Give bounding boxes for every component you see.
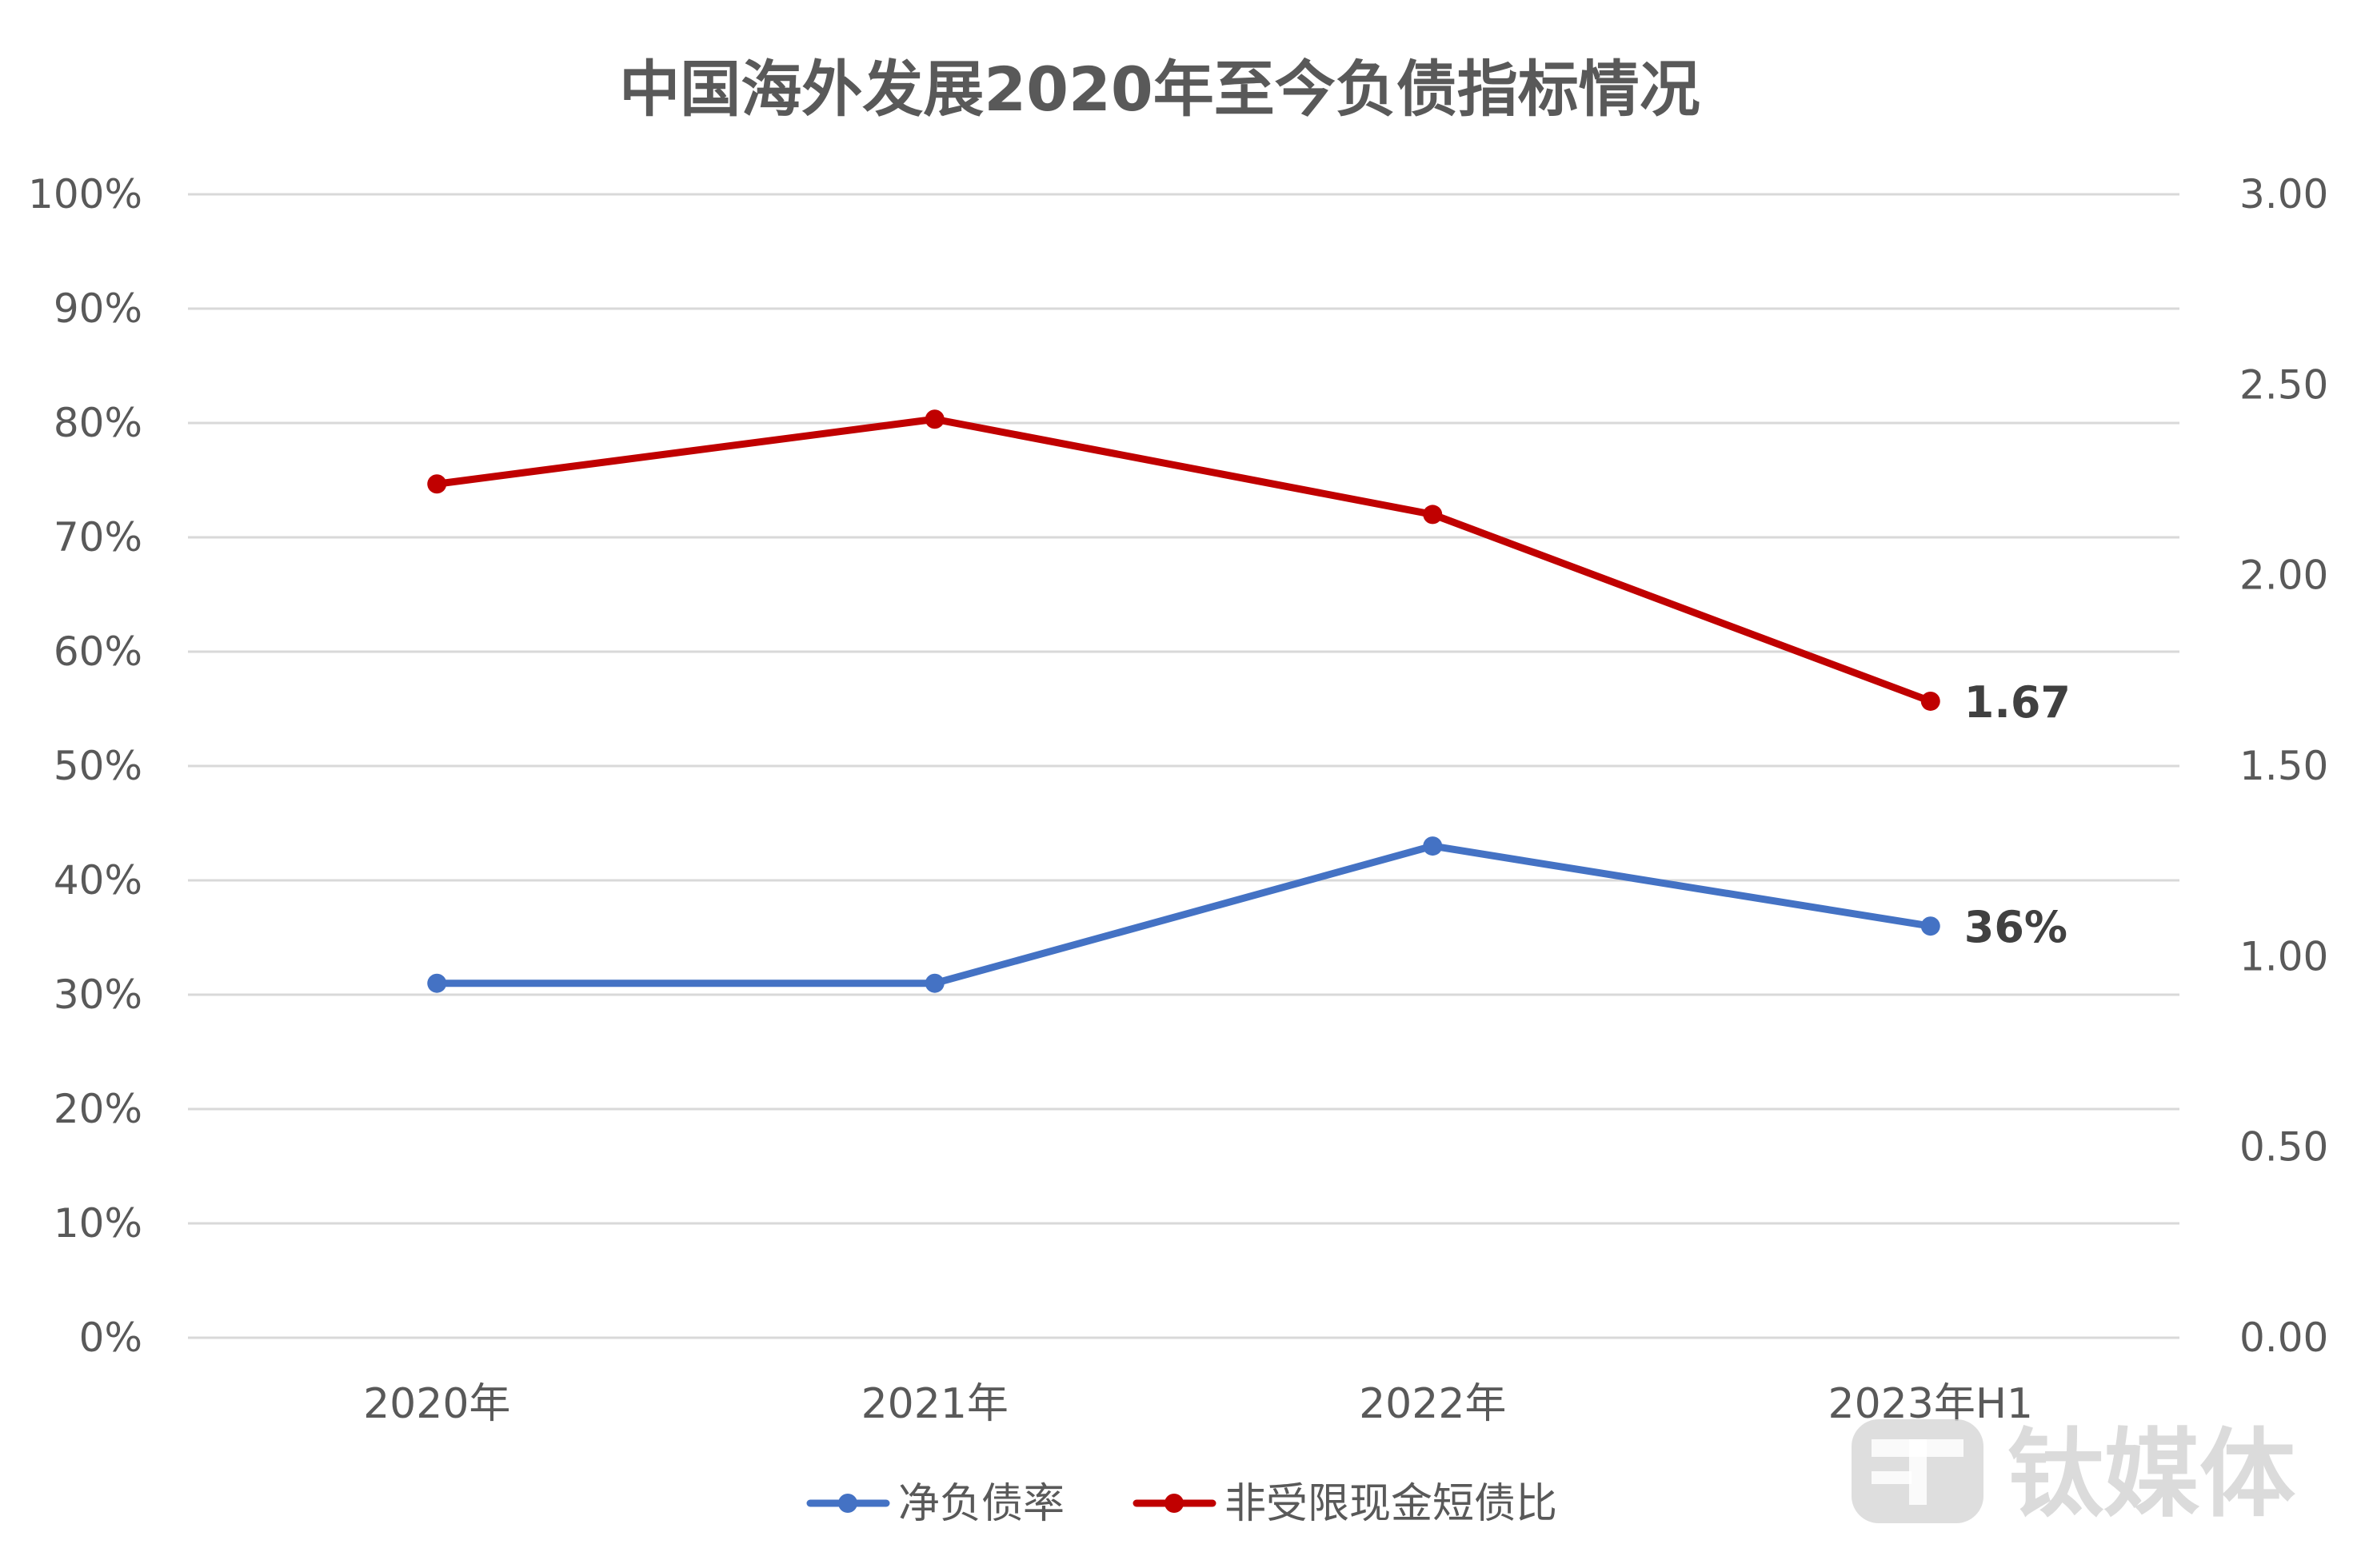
data-label: 36% — [1964, 902, 2067, 952]
right-tick-label: 3.00 — [2239, 171, 2328, 217]
x-tick-label: 2021年 — [861, 1380, 1009, 1428]
data-point — [427, 973, 447, 993]
watermark: 钛媒体 — [1852, 1419, 2295, 1530]
x-tick-label: 2022年 — [1359, 1380, 1506, 1428]
legend-marker — [1165, 1494, 1184, 1513]
chart-title: 中国海外发展2020年至今负债指标情况 — [619, 54, 1700, 125]
right-tick-label: 1.00 — [2239, 933, 2328, 980]
watermark-text: 钛媒体 — [2007, 1419, 2295, 1530]
tmt-logo-icon — [1852, 1419, 1983, 1523]
series-layer: 36% 1.67 — [427, 409, 2071, 993]
x-axis: 2020年 2021年 2022年 2023年H1 — [363, 1380, 2033, 1428]
left-tick-label: 100% — [28, 171, 142, 217]
data-point — [427, 474, 447, 494]
left-tick-label: 70% — [54, 514, 142, 561]
data-point — [1423, 505, 1443, 525]
data-point — [925, 409, 945, 429]
gridlines — [188, 193, 2179, 1339]
left-tick-label: 80% — [54, 400, 142, 446]
left-tick-label: 90% — [54, 285, 142, 332]
left-tick-label: 60% — [54, 628, 142, 675]
legend: 净负债率 非受限现金短债比 — [806, 1480, 1557, 1528]
legend-marker — [838, 1494, 857, 1513]
left-tick-label: 40% — [54, 857, 142, 904]
left-axis: 0% 10% 20% 30% 40% 50% 60% 70% 80% 90% 100% — [28, 171, 142, 1361]
right-tick-label: 2.50 — [2239, 361, 2328, 408]
data-point — [925, 973, 945, 993]
left-tick-label: 0% — [79, 1315, 142, 1361]
data-label: 1.67 — [1964, 677, 2071, 728]
series-line — [433, 415, 1935, 705]
x-tick-label: 2020年 — [363, 1380, 510, 1428]
right-tick-label: 1.50 — [2239, 743, 2328, 789]
left-tick-label: 20% — [54, 1086, 142, 1132]
data-point — [1920, 691, 1940, 711]
left-tick-label: 10% — [54, 1200, 142, 1247]
data-point — [1920, 916, 1940, 936]
right-tick-label: 0.00 — [2239, 1315, 2328, 1361]
data-point — [1423, 836, 1443, 856]
right-axis: 0.00 0.50 1.00 1.50 2.00 2.50 3.00 — [2239, 171, 2328, 1361]
right-tick-label: 2.00 — [2239, 553, 2328, 599]
series-line — [433, 842, 1935, 987]
left-tick-label: 30% — [54, 972, 142, 1018]
legend-label: 净负债率 — [898, 1480, 1065, 1528]
right-tick-label: 0.50 — [2239, 1124, 2328, 1171]
legend-label: 非受限现金短债比 — [1224, 1480, 1557, 1528]
left-tick-label: 50% — [54, 743, 142, 789]
